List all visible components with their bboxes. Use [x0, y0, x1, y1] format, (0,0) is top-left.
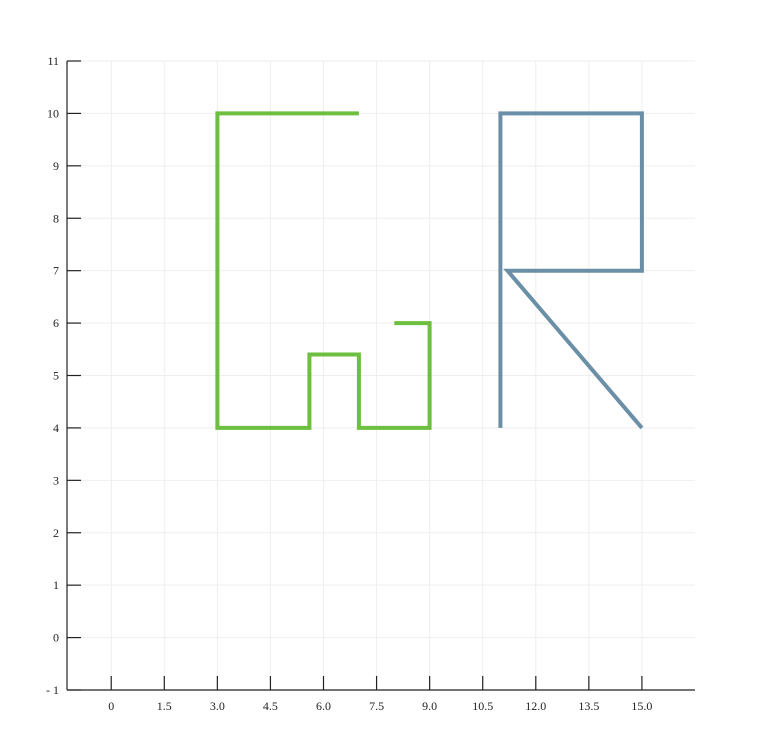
y-tick-label: 9 — [53, 159, 59, 173]
series-line-2 — [498, 111, 644, 430]
y-tick-label: 8 — [53, 211, 59, 225]
y-tick-label: 4 — [53, 421, 59, 435]
y-tick-label: 6 — [53, 316, 59, 330]
y-tick-label: 11 — [47, 54, 59, 68]
x-tick-label: 3.0 — [210, 699, 225, 713]
y-tick-label: 1 — [53, 578, 59, 592]
x-tick-label: 0 — [108, 699, 114, 713]
x-tick-label: 12.0 — [525, 699, 546, 713]
x-tick-label: 10.5 — [472, 699, 493, 713]
x-axis-ticks: 0 1.5 3.0 4.5 6.0 7.5 9.0 10.5 12.0 13.5 15.0 — [108, 676, 652, 713]
series-line-1 — [215, 111, 432, 430]
grid — [67, 60, 695, 691]
y-tick-label: 2 — [53, 526, 59, 540]
x-tick-label: 9.0 — [422, 699, 437, 713]
x-tick-label: 7.5 — [369, 699, 384, 713]
y-tick-label: - 1 — [46, 683, 59, 697]
y-tick-label: 0 — [53, 631, 59, 645]
x-tick-label: 4.5 — [263, 699, 278, 713]
x-tick-label: 1.5 — [157, 699, 172, 713]
series-group — [215, 111, 644, 430]
x-tick-label: 15.0 — [631, 699, 652, 713]
x-tick-label: 13.5 — [578, 699, 599, 713]
y-tick-label: 10 — [47, 106, 59, 120]
y-axis-ticks: - 1 0 1 2 3 4 5 6 7 8 9 10 11 — [46, 54, 81, 697]
x-tick-label: 6.0 — [316, 699, 331, 713]
y-tick-label: 5 — [53, 369, 59, 383]
y-tick-label: 7 — [53, 264, 59, 278]
y-tick-label: 3 — [53, 473, 59, 487]
